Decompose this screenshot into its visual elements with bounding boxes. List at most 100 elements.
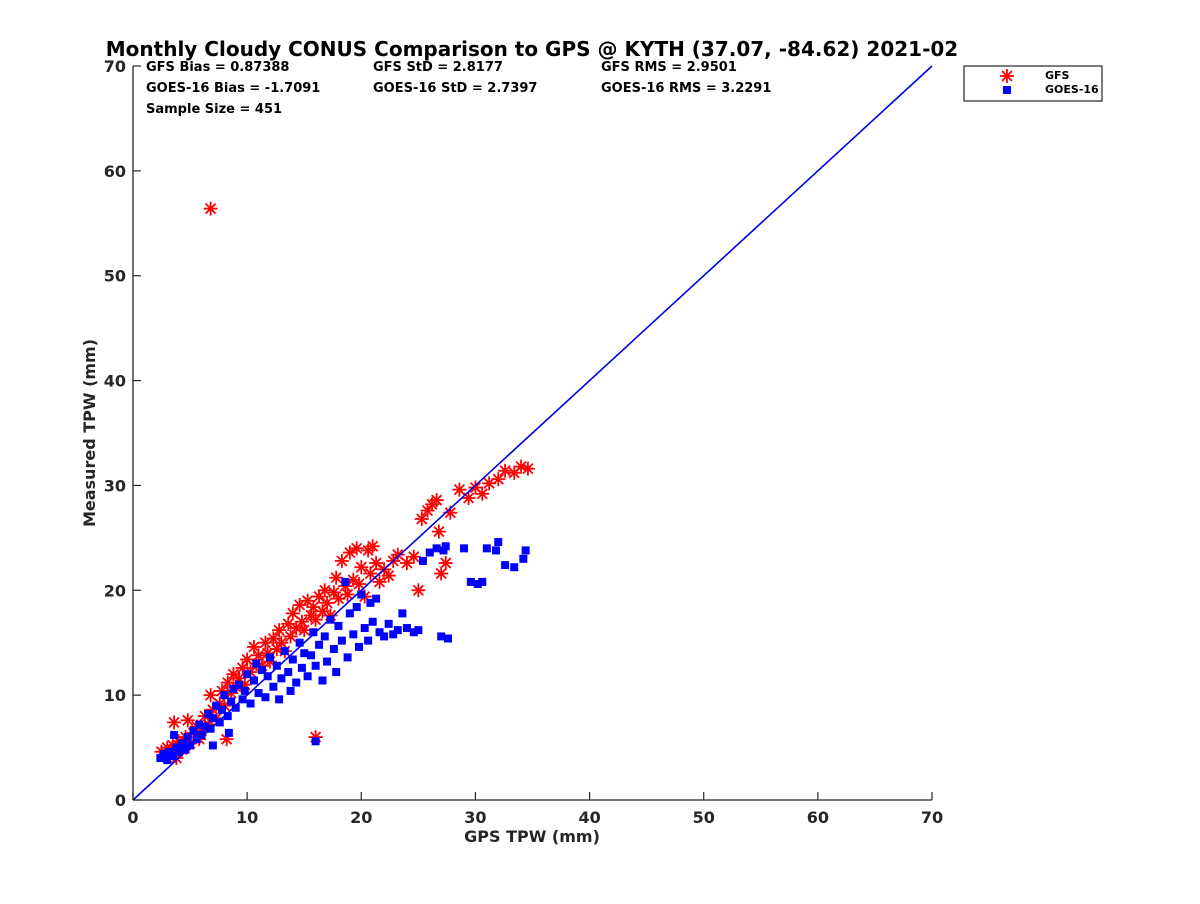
goes-16-point [186,741,195,750]
goes-16-point [334,621,343,630]
goes-16-point [303,672,312,681]
goes-16-point [439,546,448,555]
goes-16-point [183,733,192,742]
gfs-point [317,583,332,598]
goes-16-point [189,726,198,735]
stat-gfs-bias: GFS Bias = 0.87388 [146,60,289,75]
goes-16-point [220,691,229,700]
gfs-point [320,595,335,610]
goes-16-point [178,739,187,748]
goes-16-point [491,546,500,555]
goes-16-point [332,668,341,677]
stat-sample-size: Sample Size = 451 [146,102,282,117]
y-tick-label: 70 [104,57,126,76]
goes-16-point [307,651,316,660]
x-axis-label: GPS TPW (mm) [464,827,600,846]
goes-16-point [243,670,252,679]
goes-16-point [170,730,179,739]
goes-16-point [337,636,346,645]
legend-gfs-label: GFS [1045,69,1070,82]
goes-16-point [329,645,338,654]
goes-16-point [473,579,482,588]
stat-goes-rms: GOES-16 RMS = 3.2291 [601,81,771,96]
goes-16-point [355,642,364,651]
one-to-one-line [132,65,933,801]
gfs-point [283,629,298,644]
goes-16-point [460,544,469,553]
gfs-point [390,547,405,562]
goes-16-point [341,577,350,586]
goes-16-point [366,598,375,607]
goes-16-point [215,718,224,727]
x-tick-label: 50 [693,808,715,827]
goes-16-point [257,665,266,674]
gfs-point [406,549,421,564]
goes-16-point [197,730,206,739]
y-tick-label: 30 [104,476,126,495]
chart-title: Monthly Cloudy CONUS Comparison to GPS @… [106,37,958,61]
goes-16-point [441,542,450,551]
goes-16-point [402,624,411,633]
gfs-point [354,560,369,575]
gfs-point [414,511,429,526]
gfs-point [349,541,364,556]
y-tick-label: 20 [104,581,126,600]
goes-16-point [195,720,204,729]
gfs-point [365,539,380,554]
goes-16-point [275,695,284,704]
goes-16-point [501,561,510,570]
goes-16-point [277,674,286,683]
gfs-point [272,623,287,638]
goes-16-point [254,689,263,698]
goes-16-point [249,676,258,685]
goes-16-point [204,710,213,719]
gfs-point [167,715,182,730]
goes-16-point [364,636,373,645]
stat-goes-bias: GOES-16 Bias = -1.7091 [146,81,320,96]
gfs-point [381,568,396,583]
x-tick-label: 70 [921,808,943,827]
goes-16-point [315,640,324,649]
y-tick-label: 60 [104,162,126,181]
goes-16-point [297,663,306,672]
y-tick-label: 10 [104,686,126,705]
goes-16-point [231,703,240,712]
goes-16-point [300,649,309,658]
legend-goes-label: GOES-16 [1045,83,1099,96]
gfs-point [475,486,490,501]
goes-16-point [156,754,165,763]
gfs-point [203,688,218,703]
goes-16-point [494,538,503,547]
legend-gfs-marker [1000,69,1014,83]
data-marks [154,201,535,766]
x-tick-label: 10 [236,808,258,827]
goes-16-point [368,617,377,626]
gfs-point [312,589,327,604]
goes-16-point [218,705,227,714]
goes-16-point [352,603,361,612]
goes-16-point [432,544,441,553]
gfs-point [411,583,426,598]
goes-16-point [425,548,434,557]
stat-gfs-rms: GFS RMS = 2.9501 [601,60,737,75]
x-tick-label: 20 [350,808,372,827]
goes-16-point [414,626,423,635]
goes-16-point [309,628,318,637]
goes-16-point [261,693,270,702]
goes-16-point [165,747,174,756]
gfs-point [491,472,506,487]
goes-16-point [521,546,530,555]
legend-goes-marker [1003,86,1011,94]
gfs-point [329,570,344,585]
goes-16-point [168,751,177,760]
goes-16-point [292,678,301,687]
gfs-point [498,463,513,478]
stat-goes-std: GOES-16 StD = 2.7397 [373,81,537,96]
goes-16-point [482,544,491,553]
goes-16-point [252,659,261,668]
axes: 0 10 20 30 40 50 60 70 0 10 20 30 40 50 60 70 [104,57,943,827]
goes-16-point [437,632,446,641]
goes-16-point [181,745,190,754]
goes-16-point [246,699,255,708]
